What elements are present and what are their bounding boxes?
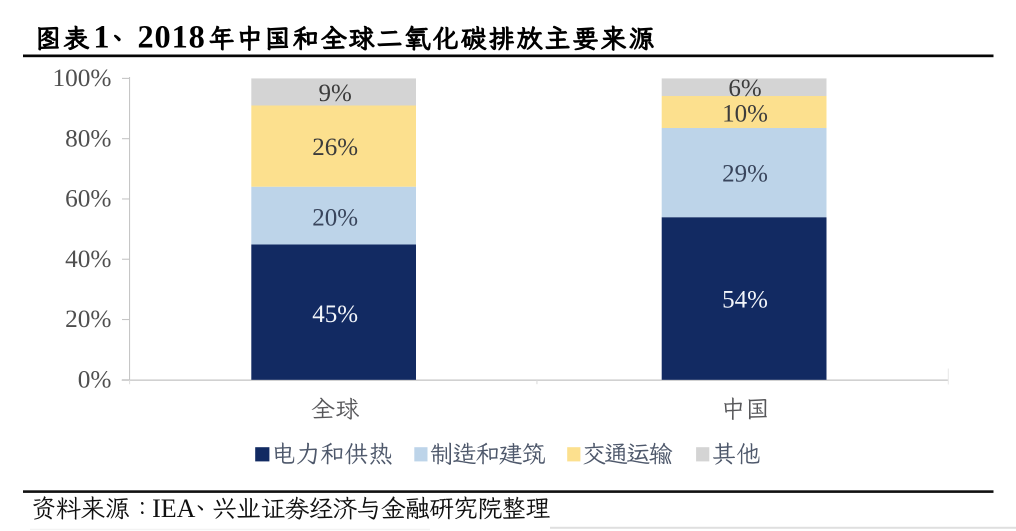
svg-text:0%: 0% <box>78 365 112 393</box>
svg-text:45%: 45% <box>312 301 358 328</box>
svg-text:54%: 54% <box>722 287 768 314</box>
svg-text:2018: 2018 <box>138 19 206 55</box>
svg-text:40%: 40% <box>65 245 111 273</box>
svg-text:IEA: IEA <box>152 494 196 523</box>
svg-text:10%: 10% <box>722 100 768 127</box>
svg-text:26%: 26% <box>312 134 358 161</box>
svg-text:100%: 100% <box>52 64 111 92</box>
svg-text:60%: 60% <box>65 185 111 213</box>
svg-text:9%: 9% <box>318 80 351 107</box>
svg-text:6%: 6% <box>728 75 761 102</box>
svg-text:80%: 80% <box>65 124 111 152</box>
svg-text:1: 1 <box>93 19 109 55</box>
svg-text:20%: 20% <box>65 305 111 333</box>
svg-text:29%: 29% <box>722 161 768 188</box>
svg-text:20%: 20% <box>312 204 358 231</box>
